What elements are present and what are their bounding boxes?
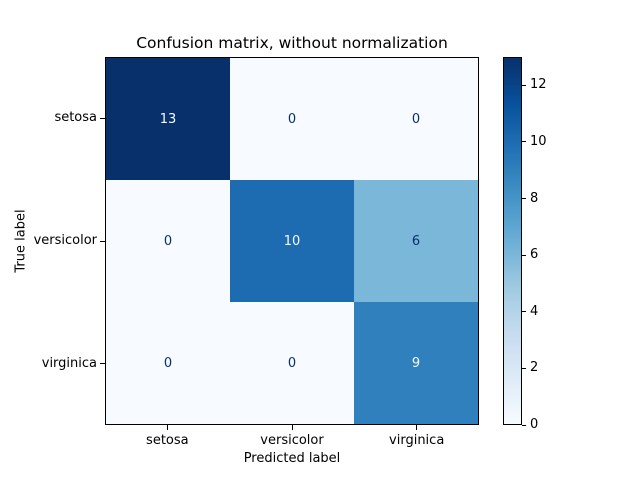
- heatmap-cell-r2c0: 0: [106, 302, 230, 424]
- heatmap-cell-r1c0: 0: [106, 180, 230, 302]
- colorbar: [503, 57, 522, 425]
- y-tick-mark: [100, 240, 105, 242]
- x-tick-mark: [291, 425, 293, 430]
- colorbar-tick-mark: [522, 198, 526, 200]
- colorbar-tick-mark: [522, 254, 526, 256]
- chart-title: Confusion matrix, without normalization: [136, 34, 448, 52]
- colorbar-tick-label-8: 8: [530, 190, 539, 206]
- x-tick-label-virginica: virginica: [389, 433, 445, 448]
- heatmap-axes: 13 0 0 0 10 6 0 0 9: [105, 57, 479, 425]
- y-tick-label-virginica: virginica: [41, 355, 97, 371]
- colorbar-tick-mark: [522, 141, 526, 143]
- y-tick-label-setosa: setosa: [54, 110, 97, 126]
- colorbar-tick-mark: [522, 424, 526, 426]
- x-axis-label: Predicted label: [243, 451, 341, 466]
- x-tick-mark: [166, 425, 168, 430]
- heatmap-cell-r2c1: 0: [230, 302, 354, 424]
- heatmap-cell-r0c1: 0: [230, 58, 354, 180]
- heatmap-cell-r1c2: 6: [354, 180, 478, 302]
- colorbar-tick-mark: [522, 311, 526, 313]
- y-tick-mark: [100, 363, 105, 365]
- colorbar-tick-label-10: 10: [530, 133, 547, 149]
- colorbar-tick-mark: [522, 367, 526, 369]
- colorbar-tick-label-4: 4: [530, 303, 539, 319]
- y-tick-mark: [100, 117, 105, 119]
- heatmap-cell-r0c2: 0: [354, 58, 478, 180]
- colorbar-tick-label-2: 2: [530, 360, 539, 376]
- x-tick-mark: [416, 425, 418, 430]
- colorbar-tick-label-0: 0: [530, 417, 539, 432]
- colorbar-tick-mark: [522, 84, 526, 86]
- colorbar-tick-label-6: 6: [530, 247, 539, 263]
- y-tick-label-versicolor: versicolor: [33, 233, 97, 248]
- y-axis-label: True label: [13, 209, 29, 273]
- heatmap-cell-r1c1: 10: [230, 180, 354, 302]
- x-tick-label-versicolor: versicolor: [260, 433, 324, 448]
- heatmap-cell-r2c2: 9: [354, 302, 478, 424]
- x-tick-label-setosa: setosa: [146, 433, 189, 448]
- colorbar-tick-label-12: 12: [530, 77, 547, 93]
- heatmap-cell-r0c0: 13: [106, 58, 230, 180]
